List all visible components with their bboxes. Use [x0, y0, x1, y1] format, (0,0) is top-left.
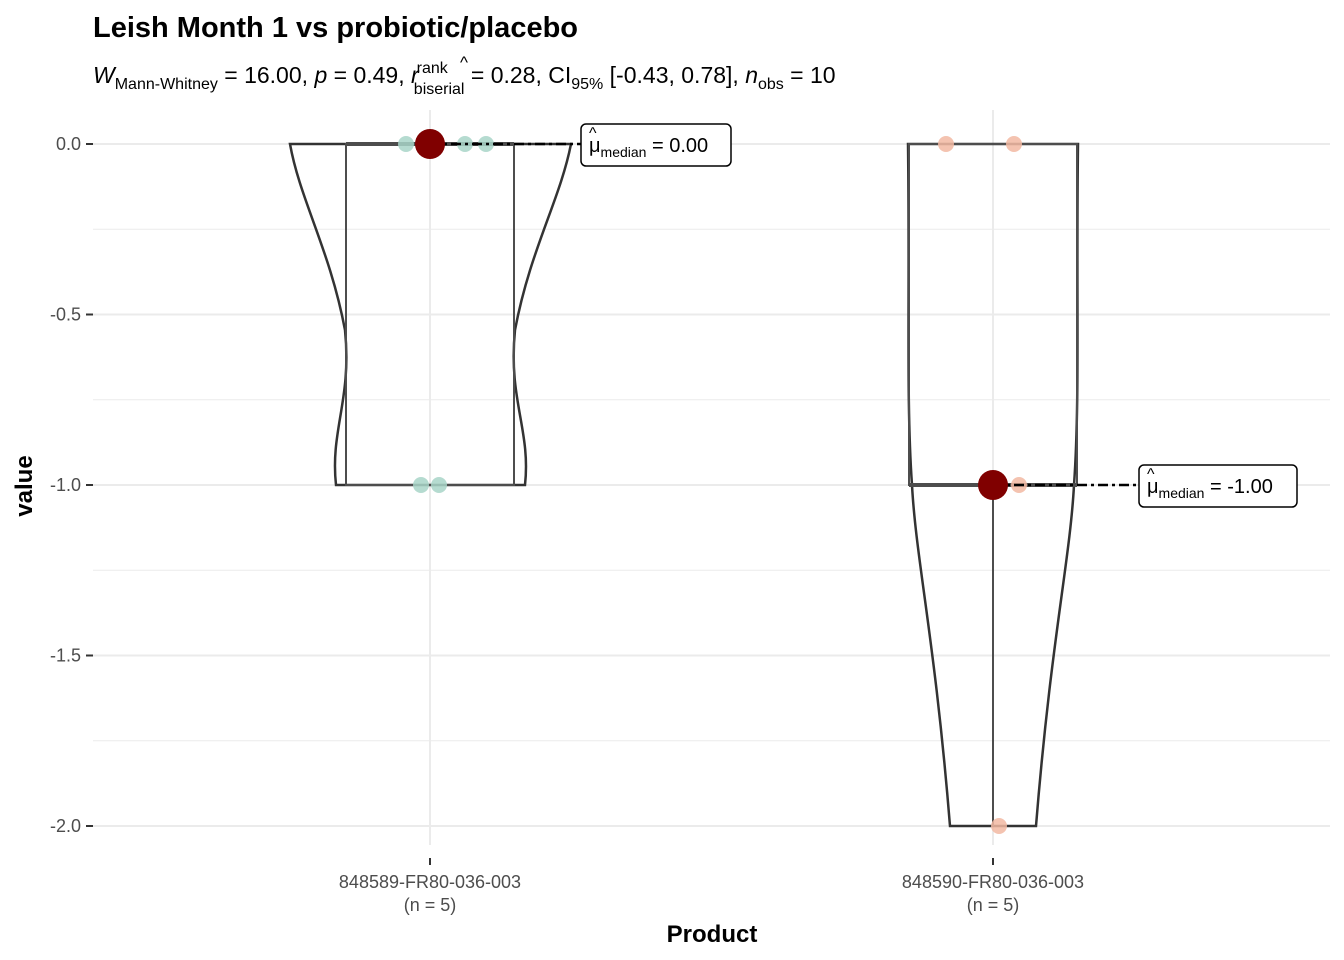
median-label-text: μmedian = 0.00: [589, 135, 708, 160]
grid-layer: [93, 110, 1330, 845]
y-tick-label: -2.0: [50, 816, 81, 836]
x-tick-n-label: (n = 5): [404, 895, 457, 915]
data-point: [431, 477, 447, 493]
chart-subtitle: WMann-Whitney = 16.00, p = 0.49, rrank bi…: [93, 60, 836, 98]
data-point: [991, 818, 1007, 834]
x-tick-label: 848589-FR80-036-003: [339, 872, 521, 892]
r-hat-accent: ^: [460, 53, 468, 72]
data-point: [398, 136, 414, 152]
median-dot: [415, 129, 445, 159]
y-tick-label: -1.5: [50, 646, 81, 666]
x-axis: 848589-FR80-036-003 (n = 5) 848590-FR80-03…: [339, 858, 1084, 915]
median-label-text: μmedian = -1.00: [1147, 476, 1273, 501]
x-tick-label: 848590-FR80-036-003: [902, 872, 1084, 892]
x-axis-title: Product: [667, 921, 758, 948]
chart-title: Leish Month 1 vs probiotic/placebo: [93, 12, 578, 44]
data-point: [413, 477, 429, 493]
y-axis-title: value: [11, 455, 38, 516]
y-tick-label: 0.0: [56, 134, 81, 154]
median-layer: μmedian = 0.00^μmedian = -1.00^: [415, 123, 1298, 508]
y-axis: 0.0 -0.5 -1.0 -1.5 -2.0: [50, 134, 93, 836]
violin-outline: [288, 142, 573, 487]
median-dot: [978, 470, 1008, 500]
median-label-hat: ^: [589, 125, 597, 142]
median-label-box: [1138, 464, 1298, 508]
y-tick-label: -0.5: [50, 305, 81, 325]
data-point: [938, 136, 954, 152]
median-label-hat: ^: [1147, 466, 1155, 483]
median-label-box: [580, 123, 732, 167]
data-point: [1006, 136, 1022, 152]
x-tick-n-label: (n = 5): [967, 895, 1020, 915]
y-tick-label: -1.0: [50, 475, 81, 495]
